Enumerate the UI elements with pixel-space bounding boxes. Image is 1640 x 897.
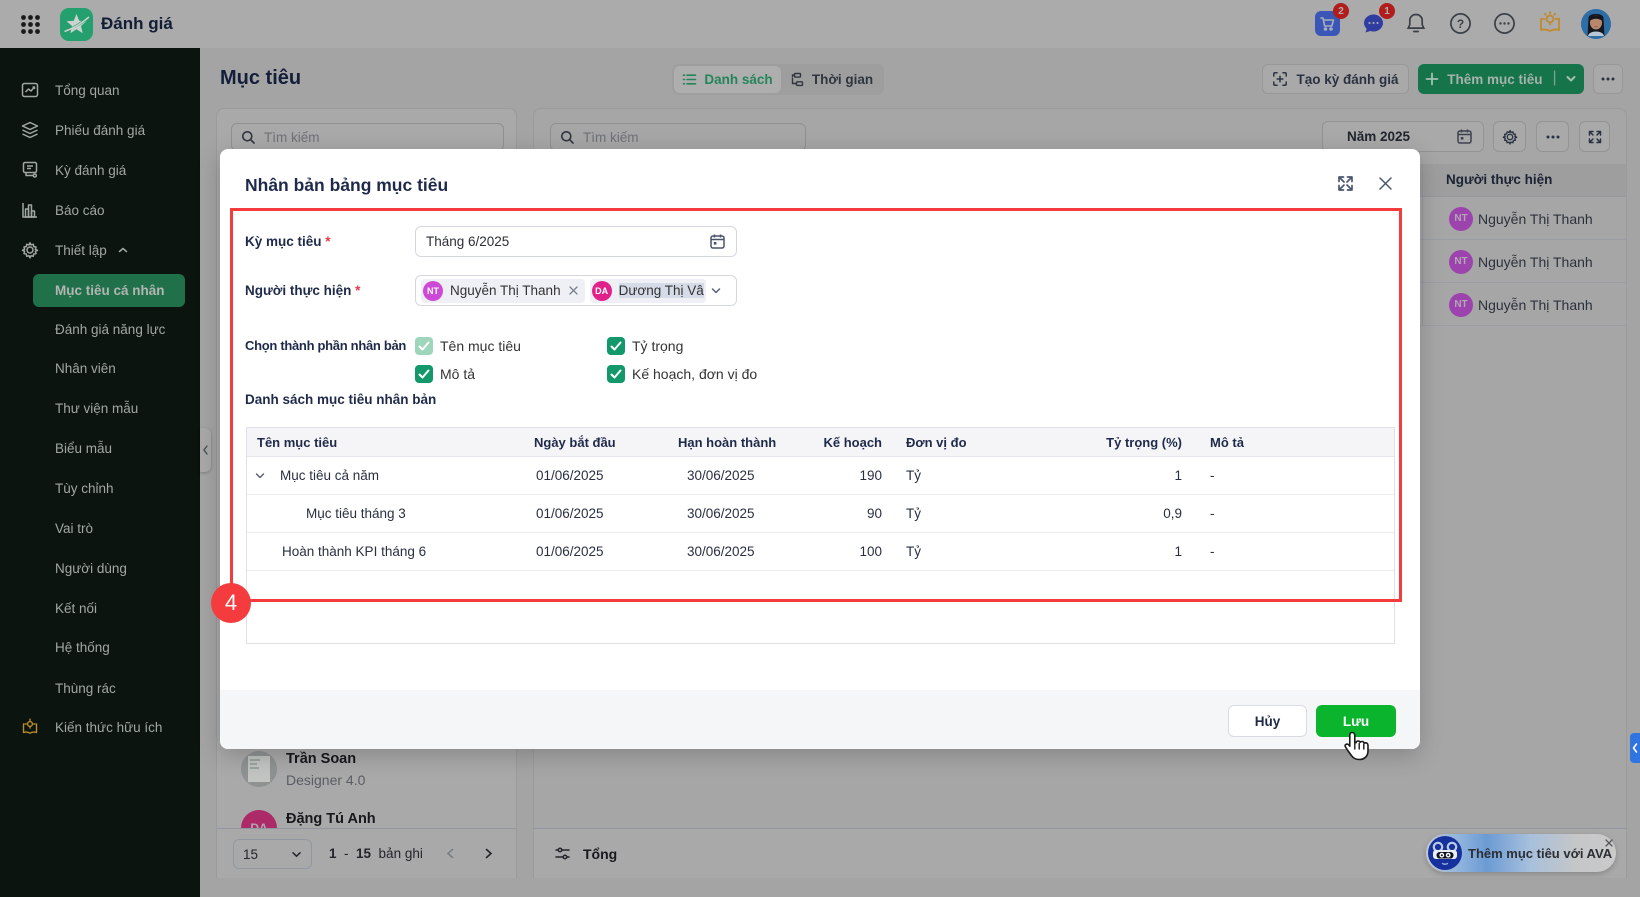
svg-text:?: ?	[1457, 17, 1464, 31]
